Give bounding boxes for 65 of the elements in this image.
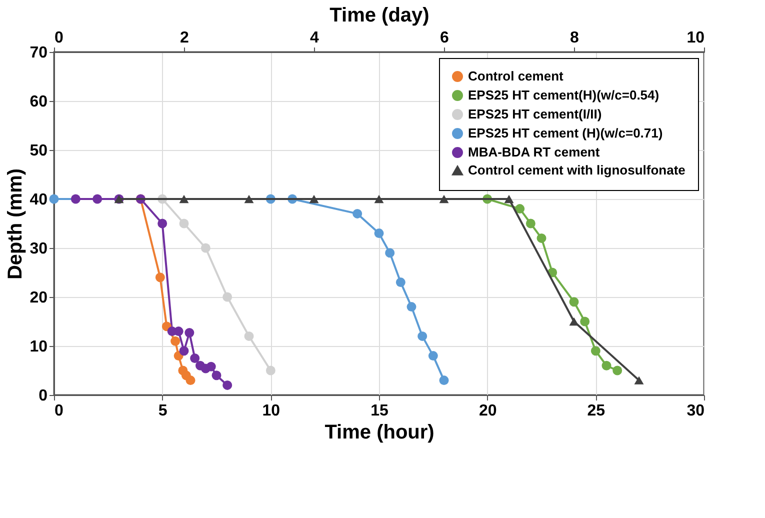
- legend-label: MBA-BDA RT cement: [468, 144, 600, 160]
- x2-tick-label: 8: [570, 30, 580, 46]
- x-tick-label: 10: [262, 402, 280, 420]
- x-tick-label: 20: [478, 402, 497, 420]
- point: [418, 331, 428, 341]
- y-tick-label: 20: [30, 290, 48, 306]
- y-tick-label: 70: [30, 44, 48, 62]
- legend-label: Control cement with lignosulfonate: [468, 162, 686, 178]
- point: [49, 194, 59, 204]
- point: [396, 278, 406, 288]
- point: [428, 351, 438, 361]
- point: [266, 366, 276, 376]
- x2-axis-title: Time (day): [330, 4, 430, 26]
- point: [590, 346, 600, 356]
- point: [222, 292, 232, 302]
- legend-label: EPS25 HT cement (H)(w/c=0.71): [468, 126, 663, 140]
- point: [222, 380, 232, 390]
- point: [406, 302, 416, 312]
- y-tick-label: 60: [30, 94, 48, 110]
- point: [439, 376, 449, 386]
- x2-tick-label: 10: [686, 30, 705, 46]
- point: [212, 370, 222, 380]
- x2-tick-label: 2: [180, 30, 190, 46]
- legend-label: EPS25 HT cement(I/II): [468, 106, 602, 122]
- point: [385, 248, 395, 258]
- y-tick-label: 30: [30, 240, 48, 258]
- y-axis-title: Depth (mm): [4, 168, 27, 280]
- point: [206, 362, 216, 372]
- point: [92, 194, 102, 204]
- point: [184, 328, 194, 338]
- y-tick-label: 40: [30, 192, 48, 208]
- legend-label: Control cement: [468, 68, 564, 84]
- point: [536, 233, 546, 243]
- point: [580, 316, 590, 326]
- point: [179, 346, 189, 356]
- point: [515, 204, 525, 214]
- point: [70, 194, 80, 204]
- point: [374, 228, 384, 238]
- point: [244, 331, 254, 341]
- point: [190, 354, 200, 363]
- point: [200, 243, 210, 253]
- point: [155, 272, 165, 282]
- y-tick-label: 0: [38, 388, 48, 404]
- x2-tick-label: 0: [54, 30, 64, 46]
- point: [179, 218, 189, 228]
- y-tick-label: 10: [30, 338, 48, 356]
- y-tick-label: 50: [30, 142, 48, 160]
- x-tick-label: 25: [587, 402, 606, 420]
- x2-tick-label: 6: [440, 30, 450, 46]
- point: [158, 218, 168, 228]
- x-tick-label: 0: [54, 402, 64, 420]
- point: [602, 360, 612, 370]
- x-tick-label: 5: [158, 402, 168, 420]
- x-tick-label: 30: [686, 402, 705, 420]
- point: [352, 208, 362, 218]
- point: [170, 336, 180, 346]
- point: [612, 366, 622, 376]
- point: [174, 326, 184, 336]
- x2-tick-label: 4: [310, 30, 320, 46]
- x-tick-label: 15: [370, 402, 388, 420]
- legend-label: EPS25 HT cement(H)(w/c=0.54): [468, 88, 660, 102]
- point: [526, 218, 536, 228]
- x-axis-title: Time (hour): [324, 422, 434, 444]
- point: [569, 297, 579, 307]
- point: [186, 376, 196, 386]
